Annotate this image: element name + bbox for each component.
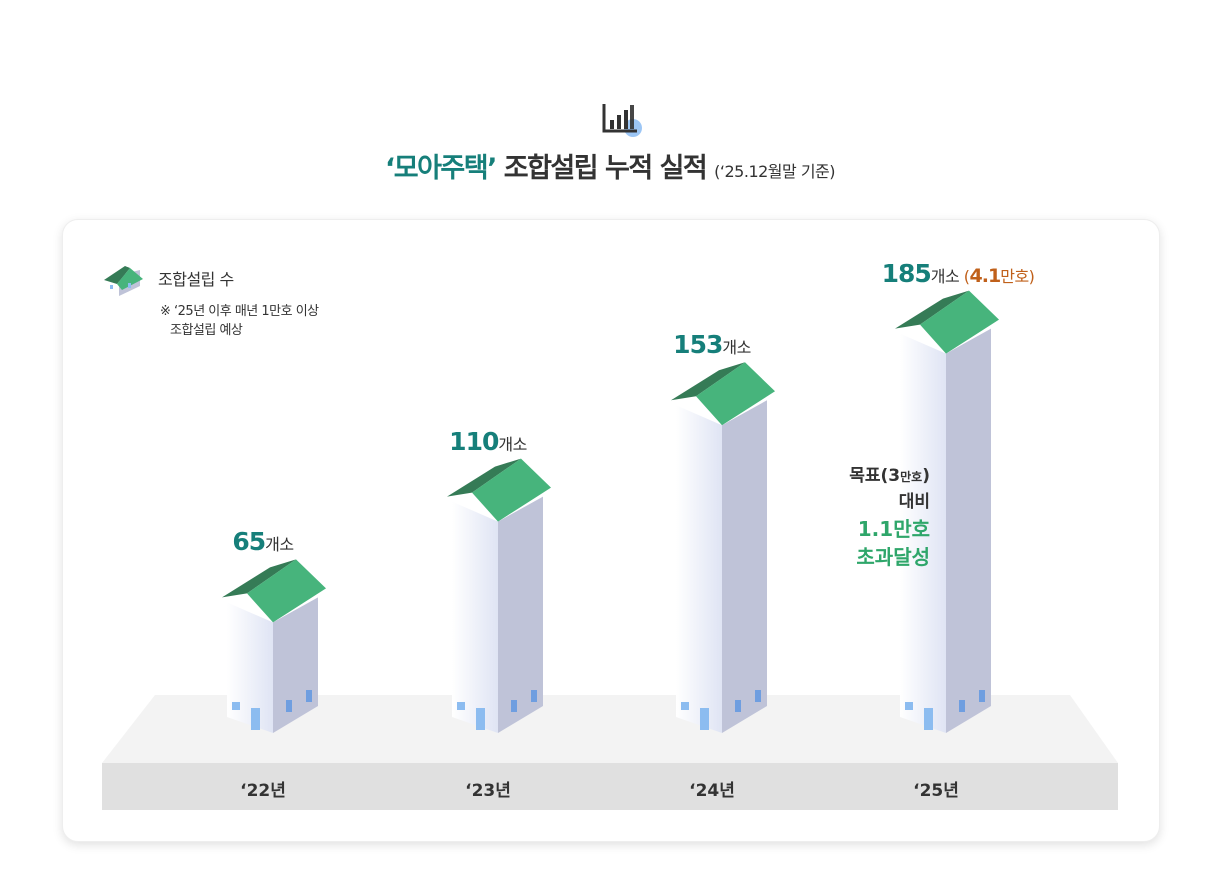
window	[286, 700, 292, 712]
exceed-amount: 1.1만호	[857, 517, 930, 541]
value-unit: 개소	[265, 535, 294, 555]
title-highlight: ‘모아주택’	[384, 153, 497, 184]
note-line: ※ ‘25년 이후 매년 1만호 이상	[160, 304, 319, 319]
target-text: )	[922, 466, 930, 486]
value-label: 153개소	[673, 330, 751, 359]
roof-light	[247, 559, 326, 623]
paren: (	[963, 266, 970, 286]
roof-light	[472, 458, 551, 522]
note-line: 조합설립 예상	[170, 323, 243, 338]
year-label: ‘25년	[913, 781, 959, 801]
window	[959, 700, 965, 712]
target-note: 목표(3만호) 대비 1.1만호 초과달성	[800, 464, 930, 571]
exceed-label: 초과달성	[856, 545, 930, 569]
target-text-small: 만호	[900, 470, 923, 484]
roof-dark	[447, 458, 521, 497]
building-side-wall	[722, 400, 767, 733]
extra-label: (4.1만호)	[963, 264, 1035, 287]
year-label: ‘24년	[689, 781, 735, 801]
window	[700, 708, 709, 730]
window	[755, 690, 761, 702]
year-label: ‘23년	[465, 781, 511, 801]
value-number: 185	[881, 258, 932, 288]
title-sub: (‘25.12월말 기준)	[714, 162, 836, 181]
building-front-wall	[452, 501, 498, 733]
window	[511, 700, 517, 712]
window	[457, 702, 465, 710]
year-label: ‘22년	[240, 781, 286, 801]
extra-value: 4.1	[969, 264, 1002, 287]
value-label: 110개소	[449, 427, 527, 456]
target-text: 대비	[898, 492, 930, 512]
window	[924, 708, 933, 730]
building-side-wall	[946, 328, 991, 733]
value-number: 65	[232, 527, 266, 557]
extra-unit: 만호	[1000, 266, 1029, 286]
window	[232, 702, 240, 710]
value-label: 65개소	[232, 527, 294, 557]
paren: )	[1028, 266, 1035, 286]
window	[476, 708, 485, 730]
roof-dark	[895, 290, 969, 329]
value-unit: 개소	[722, 338, 751, 358]
platform-front	[102, 763, 1118, 810]
target-text: 목표(3	[849, 466, 901, 486]
window	[306, 690, 312, 702]
window	[681, 702, 689, 710]
roof-light	[696, 362, 775, 426]
page-title: ‘모아주택’ 조합설립 누적 실적 (‘25.12월말 기준)	[0, 146, 1220, 185]
value-label: 185개소 (4.1만호)	[882, 259, 1035, 288]
value-unit: 개소	[498, 434, 527, 454]
roof-light	[920, 290, 999, 354]
value-number: 110	[449, 426, 499, 456]
legend-label: 조합설립 수	[158, 270, 234, 289]
window	[905, 702, 913, 710]
window	[979, 690, 985, 702]
roof-dark	[222, 559, 296, 598]
window	[251, 708, 260, 730]
bar-building	[895, 290, 999, 733]
value-unit: 개소	[930, 266, 960, 286]
building-front-wall	[227, 602, 273, 733]
bar-building	[447, 458, 551, 733]
roof-dark	[671, 362, 745, 401]
window	[531, 690, 537, 702]
bar-building	[222, 559, 326, 733]
bar-building	[671, 362, 775, 733]
platform-top	[102, 695, 1118, 763]
value-number: 153	[673, 330, 723, 360]
building-side-wall	[498, 496, 543, 733]
building-front-wall	[900, 333, 946, 733]
window	[735, 700, 741, 712]
legend-house-icon	[104, 266, 143, 296]
building-front-wall	[676, 405, 722, 733]
title-main: 조합설립 누적 실적	[495, 153, 715, 184]
